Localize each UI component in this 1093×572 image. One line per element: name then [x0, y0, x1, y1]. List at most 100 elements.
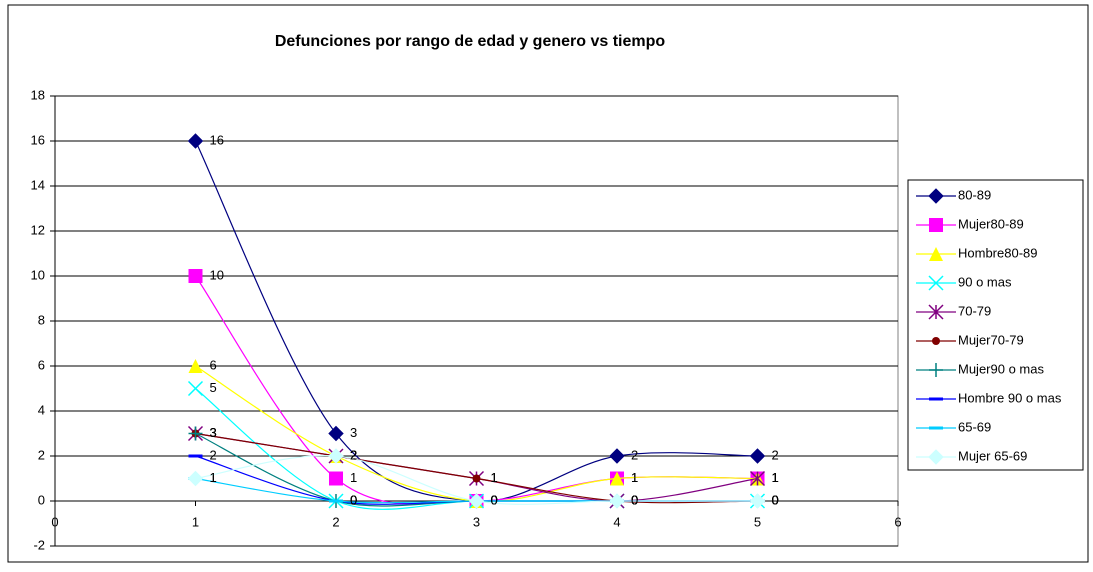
legend-label: Hombre 90 o mas [958, 390, 1062, 405]
marker [472, 474, 481, 483]
y-tick-label: 16 [31, 132, 45, 147]
data-label: 1 [631, 470, 638, 485]
x-tick-label: 0 [51, 514, 58, 529]
chart-title: Defunciones por rango de edad y genero v… [275, 33, 666, 50]
marker [749, 448, 766, 464]
legend-label: 65-69 [958, 419, 991, 434]
data-label: 1 [350, 470, 357, 485]
series-line [194, 140, 758, 502]
data-label: 0 [631, 492, 638, 507]
data-label: 0 [491, 492, 498, 507]
y-tick-label: 8 [38, 312, 45, 327]
data-label: 2 [772, 447, 779, 462]
marker [609, 493, 625, 509]
data-label: 1 [772, 470, 779, 485]
marker [188, 426, 203, 441]
y-tick-label: -2 [33, 537, 45, 552]
marker [929, 247, 943, 261]
data-label: 1 [491, 470, 498, 485]
legend-entry: 70-79 [916, 303, 991, 320]
data-label: 10 [210, 267, 224, 282]
legend-label: Mujer70-79 [958, 332, 1024, 347]
marker [188, 269, 203, 283]
x-tick-label: 2 [332, 514, 339, 529]
legend-entry: Mujer 65-69 [916, 448, 1027, 465]
x-tick-label: 4 [613, 514, 620, 529]
marker [187, 380, 204, 397]
x-tick-label: 1 [192, 514, 199, 529]
y-tick-label: 4 [38, 402, 45, 417]
data-label: 2 [631, 447, 638, 462]
legend-entry: Hombre 90 o mas [916, 390, 1062, 405]
x-tick-label: 3 [473, 514, 480, 529]
data-label: 0 [631, 492, 638, 507]
y-tick-label: 12 [31, 222, 45, 237]
data-label: 16 [210, 132, 224, 147]
data-label: 2 [350, 447, 357, 462]
legend-entry: Mujer80-89 [916, 216, 1024, 232]
y-tick-label: 2 [38, 447, 45, 462]
marker [328, 425, 344, 442]
data-label: 0 [772, 492, 779, 507]
data-label: 0 [772, 492, 779, 507]
data-label: 0 [350, 492, 357, 507]
data-label: 0 [631, 492, 638, 507]
y-tick-label: 10 [31, 267, 45, 282]
marker [187, 133, 204, 149]
legend-label: 70-79 [958, 303, 991, 318]
marker [928, 449, 944, 465]
marker [749, 493, 766, 509]
data-label: 2 [210, 447, 217, 462]
data-label: 1 [210, 470, 217, 485]
data-label: 0 [631, 492, 638, 507]
marker [328, 448, 344, 464]
marker [609, 448, 625, 464]
data-label: 5 [210, 380, 217, 395]
marker [929, 363, 943, 377]
data-label: 3 [210, 425, 217, 440]
data-label: 2 [350, 447, 357, 462]
marker [929, 218, 943, 232]
data-label: 0 [350, 492, 357, 507]
legend-entry: 90 o mas [916, 274, 1012, 291]
y-tick-label: 6 [38, 357, 45, 372]
data-label: 0 [350, 492, 357, 507]
legend-entry: 65-69 [916, 419, 991, 434]
data-label: 1 [772, 470, 779, 485]
marker [468, 493, 485, 509]
y-tick-label: 0 [38, 492, 45, 507]
legend-entry: Hombre80-89 [916, 245, 1038, 261]
marker [749, 470, 766, 487]
data-label: 3 [210, 425, 217, 440]
marker [329, 471, 343, 486]
marker [928, 188, 944, 204]
marker [188, 359, 203, 373]
marker [610, 471, 624, 486]
data-label: 1 [772, 470, 779, 485]
data-label: 2 [350, 447, 357, 462]
legend-label: Mujer 65-69 [958, 448, 1027, 463]
data-label: 0 [772, 492, 779, 507]
data-label: 0 [491, 492, 498, 507]
legend-label: 90 o mas [958, 274, 1012, 289]
data-label: 0 [631, 492, 638, 507]
data-label: 3 [350, 425, 357, 440]
x-tick-label: 6 [894, 514, 901, 529]
legend-label: Mujer80-89 [958, 216, 1024, 231]
marker [187, 470, 204, 487]
data-label: 0 [491, 492, 498, 507]
data-label: 3 [210, 425, 217, 440]
legend-label: Hombre80-89 [958, 245, 1038, 260]
legend-entry: Mujer90 o mas [916, 361, 1044, 377]
legend-entry: 80-89 [916, 187, 991, 204]
data-label: 0 [491, 492, 498, 507]
data-label: 1 [210, 470, 217, 485]
marker [928, 304, 944, 320]
data-label: 0 [772, 492, 779, 507]
data-label: 2 [350, 447, 357, 462]
data-label: 6 [210, 357, 217, 372]
legend-entry: Mujer70-79 [916, 332, 1024, 347]
y-tick-label: 14 [31, 177, 45, 192]
data-label: 1 [491, 470, 498, 485]
